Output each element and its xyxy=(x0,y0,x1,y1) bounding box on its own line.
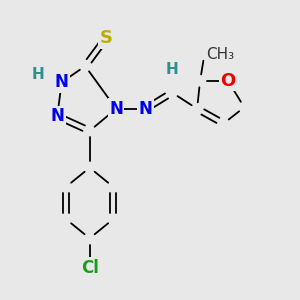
Text: N: N xyxy=(50,107,64,125)
Text: N: N xyxy=(139,100,152,118)
Text: CH₃: CH₃ xyxy=(206,47,234,62)
Text: H: H xyxy=(166,61,178,76)
Text: Cl: Cl xyxy=(81,259,99,277)
Text: N: N xyxy=(109,100,123,118)
Text: S: S xyxy=(99,29,112,47)
Text: H: H xyxy=(32,68,44,82)
Text: O: O xyxy=(220,72,236,90)
Text: N: N xyxy=(55,73,69,91)
